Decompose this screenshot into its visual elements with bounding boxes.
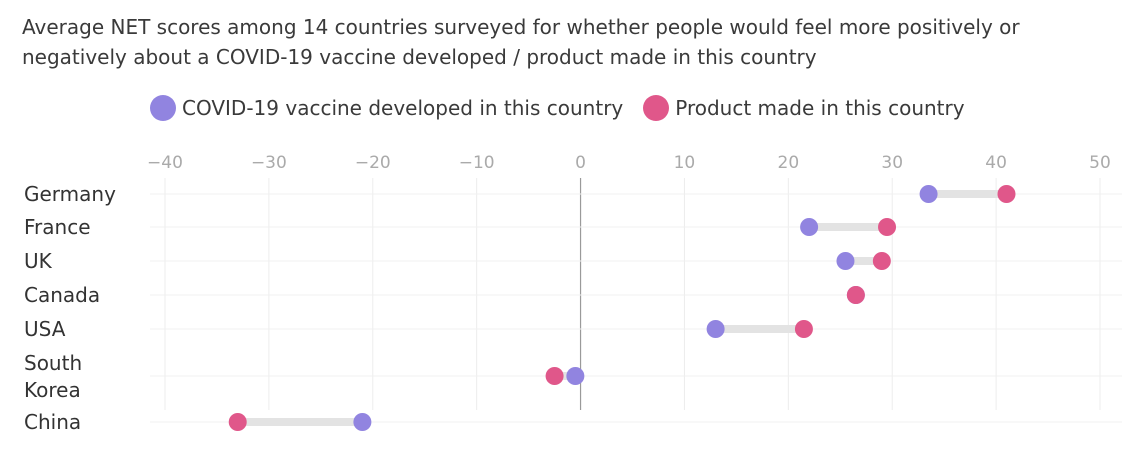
country-label: Germany [24,182,116,206]
country-label: UK [24,249,53,273]
x-tick-label: 40 [985,153,1007,173]
x-tick-label: −30 [251,153,287,173]
point-product [228,413,247,431]
x-tick-label: 20 [778,153,800,173]
point-vaccine [919,185,938,203]
point-product [997,185,1016,203]
legend-label-product: Product made in this country [675,96,965,120]
country-label: China [24,410,81,434]
country-label: Canada [24,283,100,307]
x-tick-label: 30 [881,153,903,173]
point-vaccine [836,252,855,270]
x-tick-label: −40 [147,153,183,173]
legend-label-vaccine: COVID-19 vaccine developed in this count… [182,96,624,120]
legend-item-vaccine: COVID-19 vaccine developed in this count… [150,95,623,121]
country-label: USA [24,317,66,341]
point-vaccine [800,218,819,236]
x-tick-label: −10 [459,153,495,173]
x-tick-label: 0 [575,153,586,173]
chart-title: Average NET scores among 14 countries su… [22,15,1020,69]
country-label: Korea [24,378,81,402]
legend-item-product: Product made in this country [643,95,965,121]
point-vaccine [706,320,725,338]
x-tick-label: 50 [1089,153,1111,173]
point-product [878,218,897,236]
country-label: South [24,351,82,375]
legend: COVID-19 vaccine developed in this count… [150,95,985,121]
point-product [846,286,865,304]
point-vaccine [353,413,372,431]
legend-swatch-vaccine [150,95,176,121]
x-tick-label: −20 [355,153,391,173]
legend-swatch-product [643,95,670,121]
point-product [545,367,564,385]
country-label: France [24,215,91,239]
point-product [794,320,813,338]
point-product [872,252,891,270]
x-tick-label: 10 [674,153,696,173]
point-vaccine [566,367,585,385]
